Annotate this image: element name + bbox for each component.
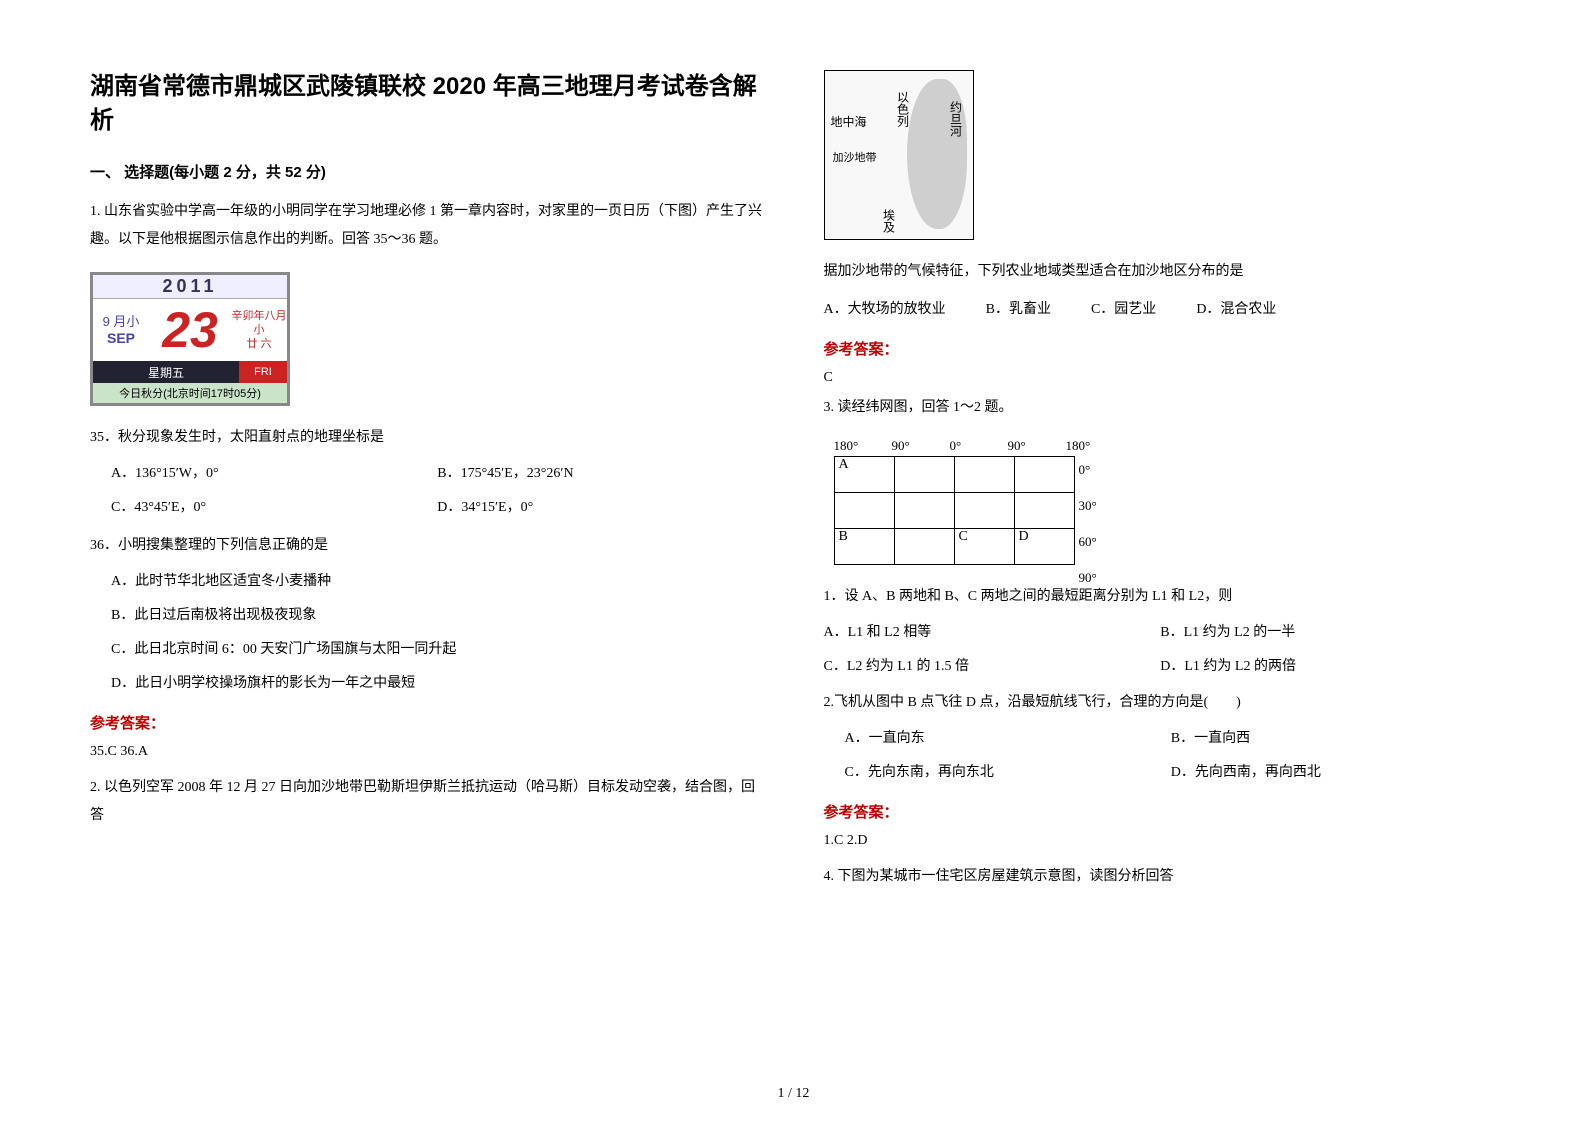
grid-r-0: 0° xyxy=(1079,452,1097,488)
q3-2-B: B．一直向西 xyxy=(1171,725,1497,753)
q3-2-A: A．一直向东 xyxy=(845,725,1171,753)
q35-D: D．34°15′E，0° xyxy=(437,494,763,522)
cal-week-cn: 星期五 xyxy=(93,361,239,383)
q36-B: B．此日过后南极将出现极夜现象 xyxy=(111,602,764,630)
answer-3536: 35.C 36.A xyxy=(90,739,764,764)
q35-B: B．175°45′E，23°26′N xyxy=(437,460,763,488)
grid-B: B xyxy=(834,529,894,565)
grid-r-2: 60° xyxy=(1079,524,1097,560)
q2-C: C．园艺业 xyxy=(1091,296,1156,324)
right-column: 地中海 以色列 加沙地带 约旦河 埃及 据加沙地带的气候特征，下列农业地域类型适… xyxy=(824,70,1498,901)
q2-stem: 据加沙地带的气候特征，下列农业地域类型适合在加沙地区分布的是 xyxy=(824,258,1498,286)
cal-year: 2011 xyxy=(93,275,287,299)
grid-top-3: 90° xyxy=(1008,438,1066,454)
answer-q3: 1.C 2.D xyxy=(824,828,1498,853)
q3-1-A: A．L1 和 L2 相等 xyxy=(824,619,1161,647)
map-egypt: 埃及 xyxy=(881,209,898,233)
grid-D: D xyxy=(1014,529,1074,565)
grid-r-1: 30° xyxy=(1079,488,1097,524)
grid-A: A xyxy=(834,457,894,493)
q3-1-D: D．L1 约为 L2 的两倍 xyxy=(1160,653,1497,681)
map-figure: 地中海 以色列 加沙地带 约旦河 埃及 xyxy=(824,70,974,240)
q2-D: D．混合农业 xyxy=(1196,296,1276,324)
q3-2-C: C．先向东南，再向东北 xyxy=(845,759,1171,787)
map-israel: 以色列 xyxy=(895,91,912,127)
left-column: 湖南省常德市鼎城区武陵镇联校 2020 年高三地理月考试卷含解析 一、 选择题(… xyxy=(90,70,764,901)
cal-day: 23 xyxy=(149,305,231,355)
q2-intro: 2. 以色列空军 2008 年 12 月 27 日向加沙地带巴勒斯坦伊斯兰抵抗运… xyxy=(90,774,764,830)
q35-C: C．43°45′E，0° xyxy=(111,494,437,522)
q4-intro: 4. 下图为某城市一住宅区房屋建筑示意图，读图分析回答 xyxy=(824,863,1498,891)
grid-top-2: 0° xyxy=(950,438,1008,454)
cal-week-en: FRI xyxy=(239,361,287,383)
calendar-image: 2011 9 月小 SEP 23 辛卯年八月小 廿 六 星期五 FRI xyxy=(90,272,764,406)
q3-2-D: D．先向西南，再向西北 xyxy=(1171,759,1497,787)
cal-month-en: SEP xyxy=(93,330,149,347)
section-heading: 一、 选择题(每小题 2 分，共 52 分) xyxy=(90,161,764,182)
cal-lunar-top: 辛卯年八月小 xyxy=(231,309,287,338)
q2-B: B．乳畜业 xyxy=(986,296,1051,324)
answer-label-2: 参考答案： xyxy=(824,338,1498,359)
grid-figure: 180° 90° 0° 90° 180° A B C D 0° xyxy=(834,438,1124,565)
q3-1-C: C．L2 约为 L1 的 1.5 倍 xyxy=(824,653,1161,681)
grid-top-1: 90° xyxy=(892,438,950,454)
map-gaza: 加沙地带 xyxy=(833,149,877,165)
q36-stem: 36．小明搜集整理的下列信息正确的是 xyxy=(90,532,764,560)
q36-D: D．此日小明学校操场旗杆的影长为一年之中最短 xyxy=(111,670,764,698)
cal-bottom: 今日秋分(北京时间17时05分) xyxy=(93,383,287,403)
answer-label-3: 参考答案： xyxy=(824,801,1498,822)
grid-top-0: 180° xyxy=(834,438,892,454)
q3-intro: 3. 读经纬网图，回答 1～2 题。 xyxy=(824,394,1498,422)
page-number: 1 / 12 xyxy=(0,1086,1587,1102)
cal-lunar-mid: 廿 六 xyxy=(231,337,287,351)
grid-r-3: 90° xyxy=(1079,560,1097,596)
q35-stem: 35．秋分现象发生时，太阳直射点的地理坐标是 xyxy=(90,424,764,452)
q36-C: C．此日北京时间 6：00 天安门广场国旗与太阳一同升起 xyxy=(111,636,764,664)
grid-C: C xyxy=(954,529,1014,565)
q35-A: A．136°15′W，0° xyxy=(111,460,437,488)
q36-A: A．此时节华北地区适宜冬小麦播种 xyxy=(111,568,764,596)
map-sea: 地中海 xyxy=(831,113,867,130)
q3-1-B: B．L1 约为 L2 的一半 xyxy=(1160,619,1497,647)
q2-A: A．大牧场的放牧业 xyxy=(824,296,946,324)
exam-title: 湖南省常德市鼎城区武陵镇联校 2020 年高三地理月考试卷含解析 xyxy=(90,70,764,137)
q1-intro: 1. 山东省实验中学高一年级的小明同学在学习地理必修 1 第一章内容时，对家里的… xyxy=(90,198,764,254)
cal-month-cn: 9 月小 xyxy=(93,314,149,330)
map-jordan: 约旦河 xyxy=(948,101,965,137)
answer-label-1: 参考答案： xyxy=(90,712,764,733)
q3-1-stem: 1．设 A、B 两地和 B、C 两地之间的最短距离分别为 L1 和 L2，则 xyxy=(824,583,1498,611)
q3-2-stem: 2.飞机从图中 B 点飞往 D 点，沿最短航线飞行，合理的方向是( ) xyxy=(824,689,1498,717)
answer-q2: C xyxy=(824,365,1498,390)
